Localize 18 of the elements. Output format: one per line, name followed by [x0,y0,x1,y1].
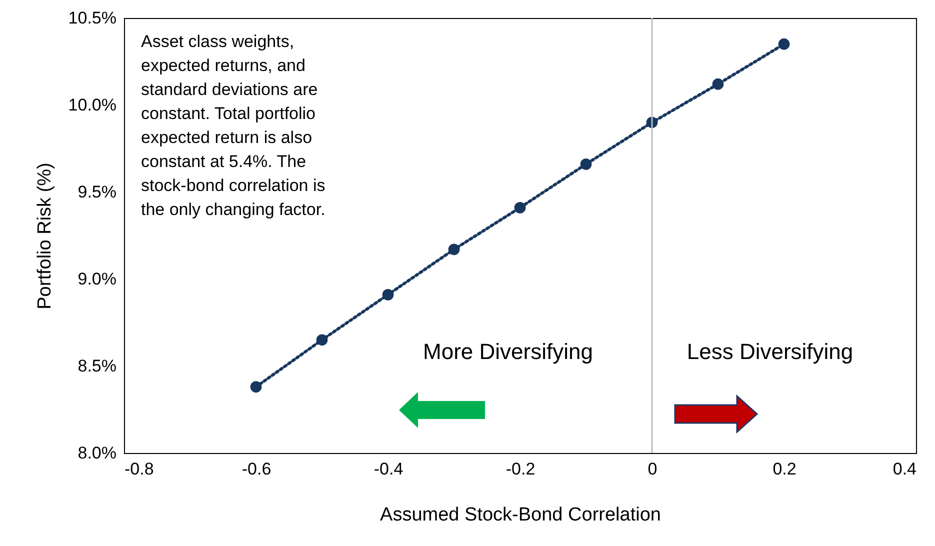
x-tick-label: 0 [648,460,658,478]
annotation: More Diversifying [423,339,593,364]
x-tick-label: 0.2 [772,460,796,478]
annotation: Asset class weights, expected returns, and standard deviations are constant. Total portfolio expected return is also constant at 5.4%. The stock-bond correlation is the only changing factor. [141,31,326,221]
y-tick-label: 8.0% [78,444,116,462]
x-tick-label: -0.6 [242,460,272,478]
y-tick-label: 9.0% [78,270,116,288]
x-tick-label: -0.2 [506,460,536,478]
y-tick-label: 10.0% [68,96,116,114]
annotation: Less Diversifying [686,339,854,364]
y-tick-label: 10.5% [68,8,116,28]
x-tick-label: -0.8 [124,460,154,478]
x-tick-label: -0.4 [374,460,404,478]
x-tick-label: 0.4 [892,460,916,478]
y-tick-label: 9.5% [78,182,116,202]
y-axis-title: Portfolio Risk (%) [34,162,56,310]
x-axis-title: Assumed Stock-Bond Correlation [380,504,661,526]
y-tick-label: 8.5% [78,356,116,376]
